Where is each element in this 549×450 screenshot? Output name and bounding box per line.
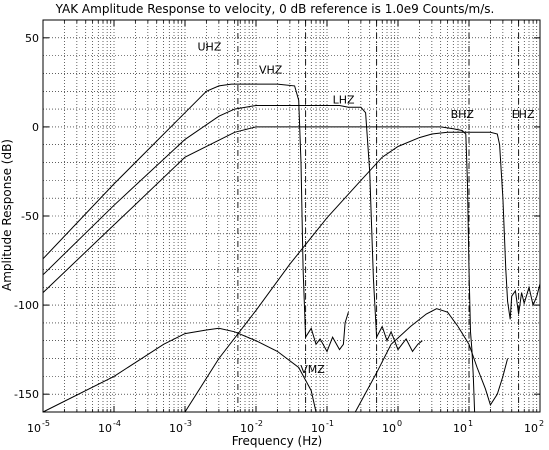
x-tick-label-base: 10 [27, 422, 41, 435]
x-tick-label: 10 -2 [240, 419, 263, 435]
axis-ticks: 10 -5 10 -4 10 -3 10 -2 10 -1 10 0 10 1 10 2500-50-100-… [14, 20, 544, 435]
nyquist-markers [237, 20, 520, 412]
y-tick-label: 50 [25, 32, 39, 45]
x-tick-label: 10 1 [453, 419, 473, 435]
x-tick-label-exponent: 0 [397, 419, 402, 428]
x-tick-label-exponent: -3 [184, 419, 192, 428]
series-line-bhz [184, 131, 541, 413]
series-label-ehz: EHZ [512, 108, 535, 121]
x-tick-label-base: 10 [98, 422, 112, 435]
x-tick-label-base: 10 [453, 422, 467, 435]
x-tick-label-exponent: -5 [42, 419, 50, 428]
x-tick-label-exponent: -4 [113, 419, 121, 428]
series-labels: UHZ VHZ LHZ BHZ EHZ VMZ [198, 40, 535, 376]
x-tick-label-exponent: 2 [539, 419, 544, 428]
y-tick-label: -150 [14, 388, 39, 401]
series-line-vmz [42, 327, 317, 413]
series-line-ehz [354, 308, 509, 413]
chart-title: YAK Amplitude Response to velocity, 0 dB… [55, 2, 495, 16]
series-line-lhz [42, 126, 476, 413]
x-tick-label-base: 10 [311, 422, 325, 435]
x-tick-label-base: 10 [240, 422, 254, 435]
x-tick-label-base: 10 [169, 422, 183, 435]
x-axis-label: Frequency (Hz) [232, 434, 323, 448]
series-line-uhz [42, 83, 349, 353]
y-tick-label: -50 [21, 210, 39, 223]
y-tick-label: -100 [14, 299, 39, 312]
x-tick-label: 10 0 [382, 419, 402, 435]
series-label-uhz: UHZ [198, 40, 222, 53]
series-label-vmz: VMZ [300, 363, 325, 376]
series-label-bhz: BHZ [451, 108, 475, 121]
x-tick-label: 10 2 [524, 419, 544, 435]
grid [43, 20, 540, 412]
series-label-lhz: LHZ [333, 94, 355, 107]
x-tick-label: 10 -4 [98, 419, 121, 435]
x-tick-label-exponent: 1 [468, 419, 473, 428]
x-tick-label-exponent: -1 [326, 419, 334, 428]
x-tick-label: 10 -3 [169, 419, 192, 435]
series-label-vhz: VHZ [259, 63, 283, 76]
y-axis-label: Amplitude Response (dB) [0, 139, 14, 291]
x-tick-label-base: 10 [524, 422, 538, 435]
x-tick-label-base: 10 [382, 422, 396, 435]
series-line-vhz [42, 105, 423, 353]
series-lines [42, 83, 541, 413]
y-tick-label: 0 [32, 121, 39, 134]
x-tick-label: 10 -5 [27, 419, 50, 435]
x-tick-label-exponent: -2 [255, 419, 263, 428]
x-tick-label: 10 -1 [311, 419, 334, 435]
